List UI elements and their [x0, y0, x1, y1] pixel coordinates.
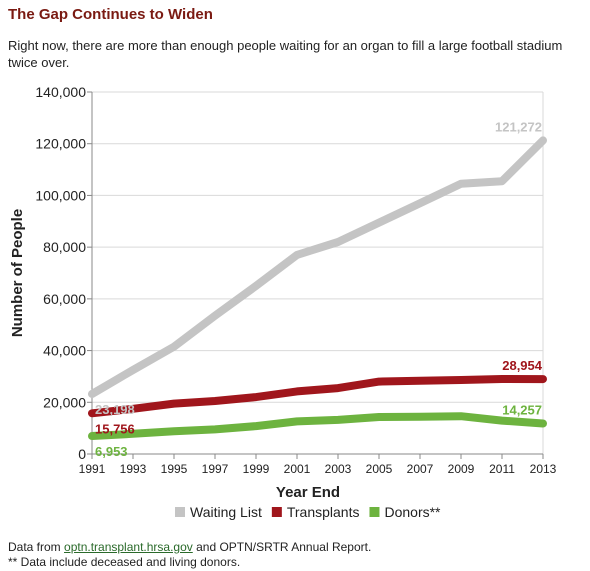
x-tick-label: 1993: [120, 462, 147, 476]
x-tick-label: 1999: [243, 462, 270, 476]
x-tick-label: 2003: [325, 462, 352, 476]
data-label: 121,272: [495, 119, 542, 134]
x-tick-label: 1997: [202, 462, 229, 476]
y-tick-label: 0: [78, 446, 86, 462]
series-line-1: [88, 375, 547, 418]
source-prefix: Data from: [8, 540, 65, 554]
source-link[interactable]: optn.transplant.hrsa.gov: [64, 540, 193, 554]
chart-series: [88, 136, 547, 440]
x-tick-label: 2001: [284, 462, 311, 476]
legend-swatch: [271, 507, 282, 517]
source-suffix: and OPTN/SRTR Annual Report.: [192, 540, 372, 554]
x-tick-label: 2007: [407, 462, 434, 476]
line-chart: 0 20,000 40,000 60,000 80,000 100,000 120,000 1…: [9, 84, 557, 520]
y-tick-label: 120,000: [35, 136, 86, 152]
legend-swatch: [175, 507, 185, 517]
x-tick-label: 2009: [448, 462, 475, 476]
chart-data-labels: 23,198 121,272 15,756 28,954 6,953 14,257: [95, 119, 543, 459]
y-tick-label: 80,000: [43, 239, 86, 255]
x-axis-title: Year End: [276, 484, 340, 501]
y-tick-label: 20,000: [43, 394, 86, 410]
y-tick-label: 60,000: [43, 291, 86, 307]
series-line-2: [88, 412, 547, 440]
x-tick-label: 2005: [366, 462, 393, 476]
y-axis-title: Number of People: [9, 209, 26, 337]
data-label: 14,257: [502, 402, 542, 417]
page-title: The Gap Continues to Widen: [8, 6, 213, 23]
chart-grid: [92, 91, 544, 455]
chart-legend: Waiting List Transplants Donors**: [175, 504, 441, 520]
legend-label: Waiting List: [190, 504, 262, 520]
data-label: 28,954: [502, 358, 543, 373]
x-tick-label: 1995: [161, 462, 188, 476]
y-tick-label: 140,000: [35, 84, 86, 100]
x-tick-label: 1991: [79, 462, 106, 476]
y-tick-label: 100,000: [35, 187, 86, 203]
legend-label: Transplants: [287, 504, 360, 520]
page-subtitle: Right now, there are more than enough pe…: [8, 38, 563, 70]
legend-label: Donors**: [384, 504, 441, 520]
legend-swatch: [369, 507, 380, 517]
x-tick-label: 2013: [530, 462, 557, 476]
source-line: Data from optn.transplant.hrsa.gov and O…: [8, 540, 371, 555]
chart-axes: 0 20,000 40,000 60,000 80,000 100,000 120,000 1…: [35, 84, 556, 476]
series-line-0: [88, 136, 547, 398]
data-label: 6,953: [95, 444, 128, 459]
data-label: 15,756: [95, 421, 135, 436]
chart-footer: Data from optn.transplant.hrsa.gov and O…: [8, 540, 371, 570]
data-label: 23,198: [95, 402, 135, 417]
footnote: ** Data include deceased and living dono…: [8, 555, 241, 569]
y-tick-label: 40,000: [43, 343, 86, 359]
x-tick-label: 2011: [489, 462, 515, 476]
